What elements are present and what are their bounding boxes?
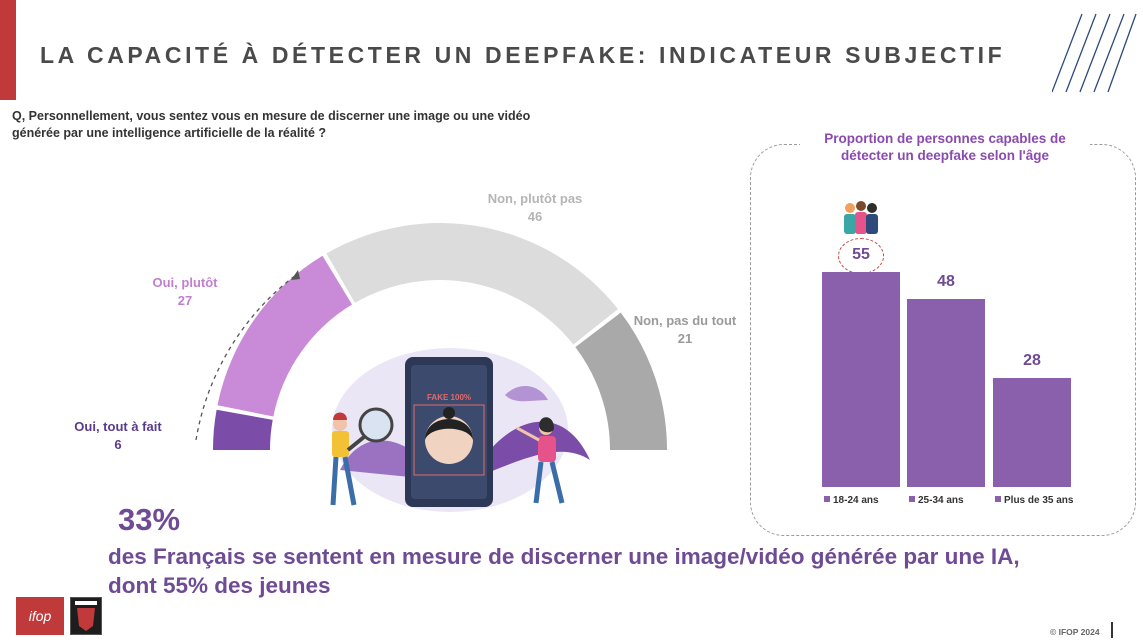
age-bar-value-25-34: 48 [937,273,955,291]
partner-logo [70,597,102,635]
label-non-pas-du-tout-value: 21 [677,331,693,346]
legend-label: 18-24 ans [833,495,879,506]
age-chart-title: Proportion de personnes capables de déte… [800,130,1090,164]
fake-badge-text: FAKE 100% [427,393,471,402]
gauge-segment-non-plutot-pas [326,222,618,345]
decorative-lines [1052,13,1137,93]
label-non-plutot-pas: Non, plutôt pas 46 [470,190,600,226]
deepfake-illustration [330,348,590,512]
legend-swatch [824,496,830,502]
age-bar-value-plus-35: 28 [1023,351,1041,369]
survey-question: Q, Personnellement, vous sentez vous en … [12,109,531,140]
age-bar-18-24 [822,272,900,487]
label-non-plutot-pas-value: 46 [527,209,543,224]
headline-percent: 33% [118,502,181,537]
legend-swatch [909,496,915,502]
accent-bar [0,0,16,100]
age-bar-plus-35 [993,377,1071,487]
legend-label: Plus de 35 ans [1004,495,1074,506]
copyright-divider [1111,622,1113,638]
dashed-arrow [195,274,297,441]
gauge-chart: FAKE 100% [195,222,667,512]
label-oui-plutot: Oui, plutôt 27 [125,274,245,310]
slide-title: LA CAPACITÉ À DÉTECTER UN DEEPFAKE: INDI… [40,42,1006,68]
legend-item-25-34: 25-34 ans [909,495,964,506]
gauge-segment-oui-plutot [217,255,353,417]
arrow-head [291,270,300,280]
gauge-segment-oui-tout-a-fait [213,409,273,450]
label-oui-plutot-value: 27 [177,293,193,308]
label-oui-tout-a-fait-name: Oui, tout à fait [74,419,162,434]
legend-label: 25-34 ans [918,495,964,506]
people-group-icon [844,201,878,234]
legend-swatch [995,496,1001,502]
label-non-plutot-pas-name: Non, plutôt pas [487,191,583,206]
partner-logo-icon [75,601,97,631]
phone-badge: FAKE 100% [427,393,471,402]
label-non-pas-du-tout-name: Non, pas du tout [633,313,737,328]
label-oui-tout-a-fait-value: 6 [114,437,122,452]
label-oui-plutot-name: Oui, plutôt [152,275,218,290]
age-bar-25-34 [907,299,985,487]
ifop-logo: ifop [16,597,64,635]
age-bar-value-18-24: 55 [852,246,870,263]
copyright: © IFOP 2024 [1050,627,1100,637]
legend-item-18-24: 18-24 ans [824,495,879,506]
gauge-segment-non-pas-du-tout [575,312,667,450]
legend-item-plus-35: Plus de 35 ans [995,495,1073,506]
headline-text: des Français se sentent en mesure de dis… [108,544,1020,598]
label-oui-tout-a-fait: Oui, tout à fait 6 [58,418,178,454]
label-non-pas-du-tout: Non, pas du tout 21 [620,312,750,348]
